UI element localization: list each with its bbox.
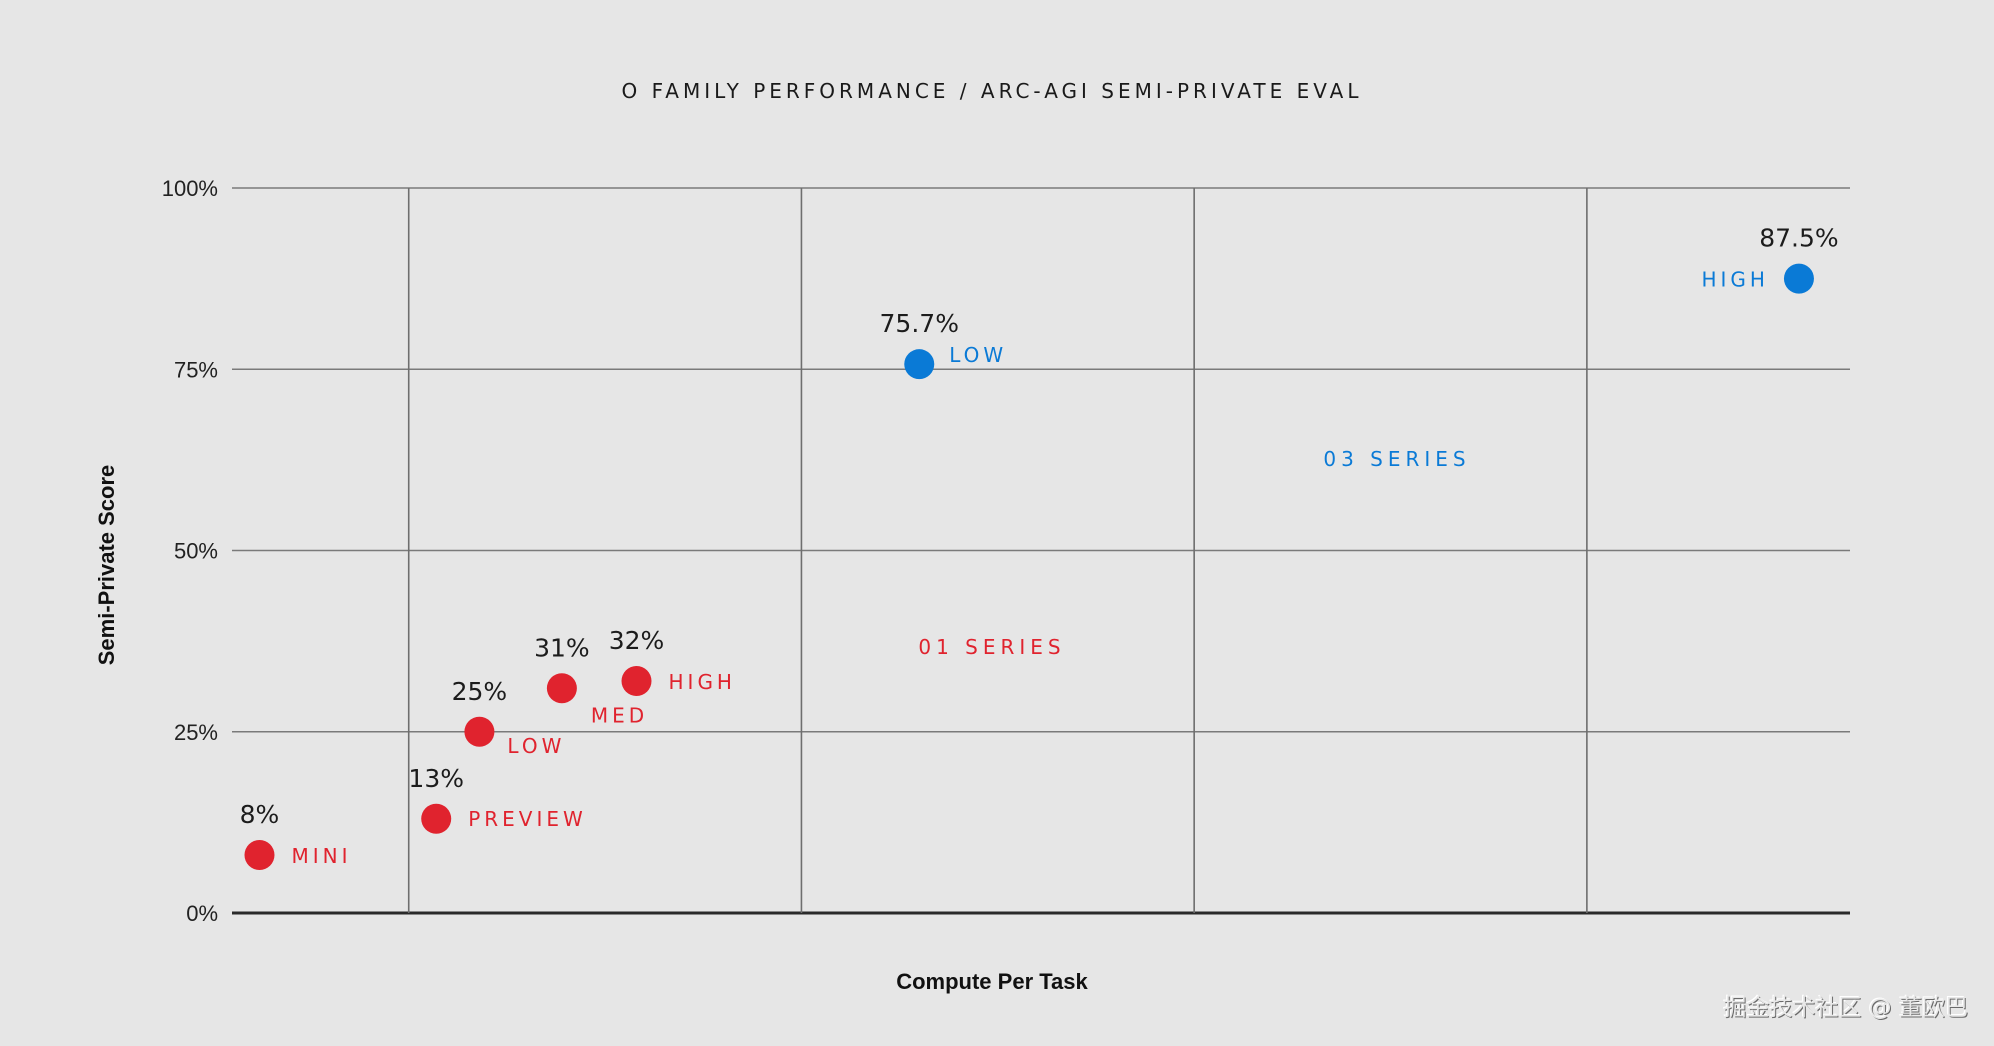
y-tick-label: 0%: [186, 901, 218, 926]
data-point: 87.5% HIGH: [1701, 224, 1839, 294]
y-axis-ticks: 0% 25% 50% 75% 100%: [162, 176, 218, 926]
y-tick-label: 25%: [174, 720, 218, 745]
point-marker: [1783, 263, 1814, 294]
point-name-label: HIGH: [1701, 268, 1768, 292]
point-name-label: MINI: [291, 844, 351, 868]
point-value-label: 32%: [609, 626, 665, 655]
data-point: 31% MED: [534, 633, 648, 727]
point-name-label: PREVIEW: [468, 807, 587, 831]
point-value-label: 8%: [240, 800, 280, 829]
data-point: 25% LOW: [452, 677, 565, 758]
series-label-03: 03 SERIES: [1323, 447, 1470, 471]
point-value-label: 75.7%: [880, 309, 959, 338]
point-marker: [546, 673, 577, 704]
point-name-label: LOW: [949, 343, 1007, 367]
data-point: 75.7% LOW: [880, 309, 1007, 380]
point-value-label: 13%: [408, 764, 464, 793]
y-tick-label: 75%: [174, 357, 218, 382]
y-axis-label: Semi-Private Score: [94, 465, 119, 666]
point-marker: [904, 349, 935, 380]
y-tick-label: 100%: [162, 176, 218, 201]
y-tick-label: 50%: [174, 539, 218, 564]
data-point: 8% MINI: [240, 800, 351, 870]
data-points: 8%MINI13%PREVIEW25%LOW31%MED32%HIGH75.7%…: [240, 224, 1839, 870]
point-name-label: MED: [591, 703, 648, 727]
series-label-01: 01 SERIES: [918, 635, 1065, 659]
point-marker: [421, 803, 452, 834]
x-axis-label: Compute Per Task: [896, 969, 1088, 994]
point-name-label: LOW: [507, 734, 565, 758]
point-name-label: HIGH: [669, 670, 736, 694]
point-marker: [464, 716, 495, 747]
data-point: 13%PREVIEW: [408, 764, 587, 834]
point-marker: [621, 666, 652, 696]
grid: [232, 187, 1850, 915]
point-value-label: 25%: [452, 677, 508, 706]
point-value-label: 87.5%: [1759, 224, 1838, 253]
point-marker: [244, 840, 275, 870]
watermark: 掘金技术社区 @ 董欧巴: [1723, 995, 1968, 1021]
point-value-label: 31%: [534, 633, 590, 662]
data-point: 32%HIGH: [609, 626, 736, 696]
chart-title: O FAMILY PERFORMANCE / ARC-AGI SEMI-PRIV…: [622, 79, 1363, 103]
